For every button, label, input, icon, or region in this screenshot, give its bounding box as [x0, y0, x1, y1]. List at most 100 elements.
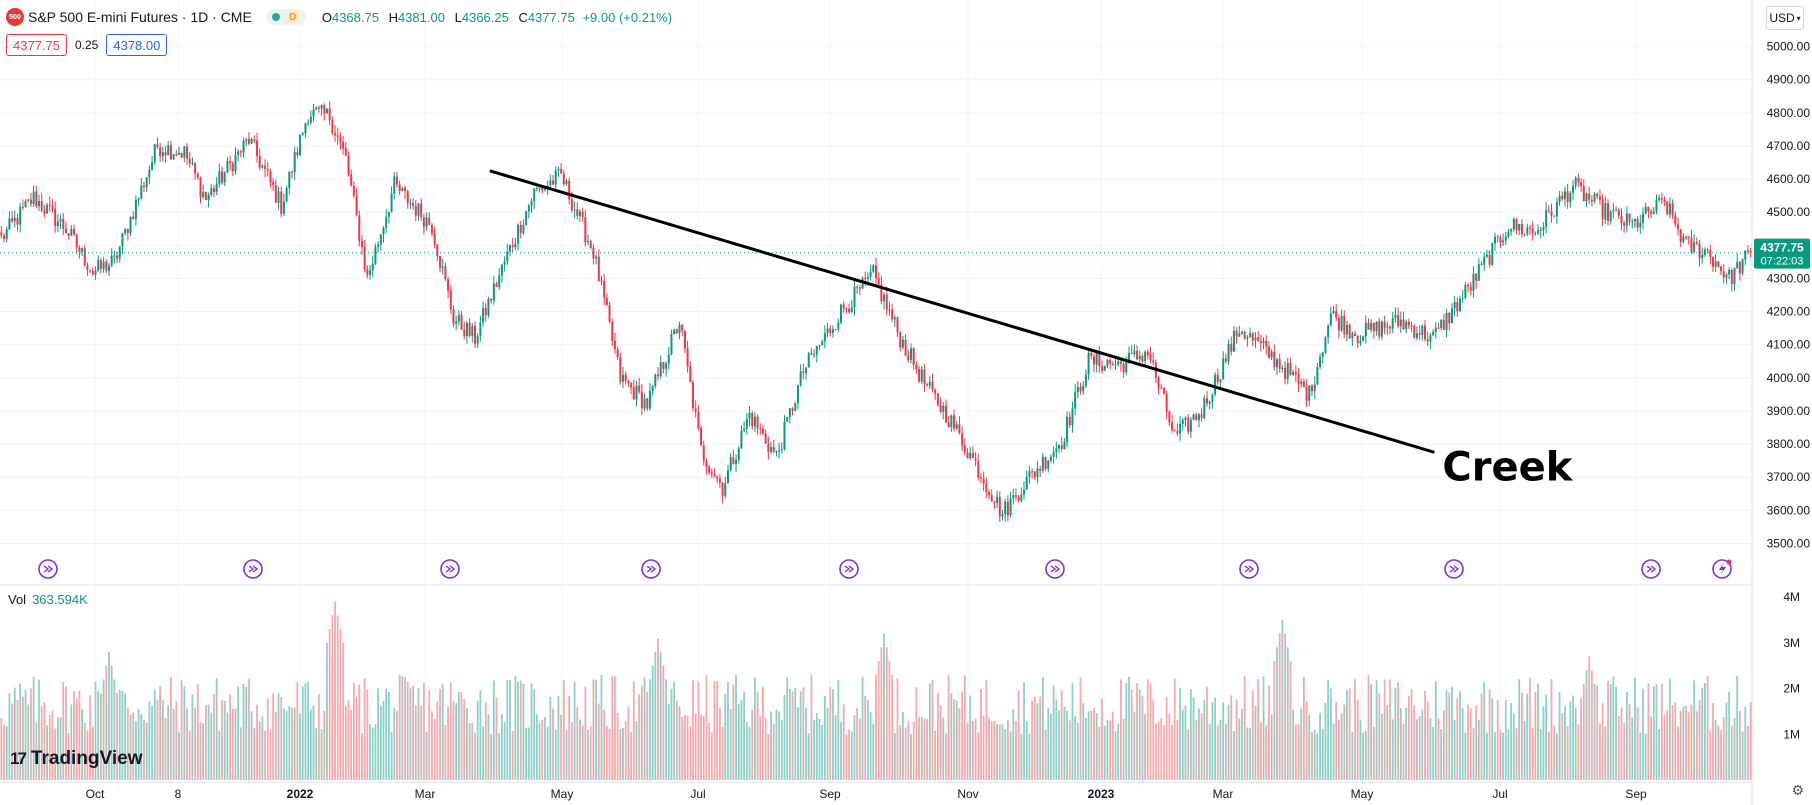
volume-bar [1098, 726, 1101, 780]
volume-bar [1362, 732, 1365, 780]
candle-body [495, 283, 498, 288]
candle-body [474, 325, 477, 344]
candle-body [498, 275, 501, 288]
tradingview-logo[interactable]: 17 TradingView [10, 748, 143, 770]
candle-body [91, 271, 94, 275]
candle-body [751, 412, 754, 427]
volume-bar [799, 691, 802, 780]
volume-bar [896, 678, 899, 780]
candle-body [1351, 333, 1354, 339]
volume-bar [893, 732, 896, 780]
volume-bar [552, 708, 554, 780]
candle-body [360, 241, 363, 248]
volume-bar [1023, 682, 1025, 780]
volume-bar [939, 705, 942, 780]
volume-bar [447, 706, 449, 780]
volume-bar [1550, 678, 1553, 780]
candle-body [597, 256, 600, 282]
candle-body [1160, 387, 1163, 389]
candle-body [1023, 489, 1026, 495]
volume-bar [1628, 704, 1631, 780]
candlestick-series [0, 101, 1752, 523]
volume-bar [675, 700, 678, 780]
economic-event-icon[interactable] [1641, 559, 1661, 579]
volume-bar [1076, 722, 1079, 780]
candle-body [880, 284, 883, 302]
currency-select[interactable]: USD ▾ [1766, 6, 1804, 30]
candle-body [1203, 398, 1206, 419]
volume-bar [1284, 633, 1286, 780]
candle-body [1076, 386, 1079, 393]
economic-events-row[interactable] [38, 559, 1661, 579]
candle-body [1273, 351, 1276, 367]
economic-event-icon[interactable] [440, 559, 460, 579]
candle-body [1593, 193, 1596, 202]
economic-event-icon[interactable] [38, 559, 58, 579]
volume-bar [13, 687, 16, 780]
volume-bar [511, 730, 514, 780]
candle-body [522, 224, 525, 234]
gear-icon[interactable]: ⚙ [1791, 782, 1804, 798]
economic-event-icon[interactable] [839, 559, 859, 579]
volume-bar [570, 722, 573, 780]
volume-bar [1200, 713, 1203, 780]
volume-bar [1609, 684, 1612, 780]
volume-bar [245, 686, 248, 780]
volume-bar [1216, 725, 1219, 780]
candle-body [1467, 284, 1470, 287]
volume-bar [1655, 683, 1658, 780]
volume-bar [102, 679, 105, 780]
volume-bar [1695, 711, 1698, 780]
symbol-title[interactable]: S&P 500 E-mini Futures · 1D · CME [28, 9, 252, 25]
symbol-logo[interactable]: 500 [6, 8, 24, 26]
low-value: 4366.25 [461, 9, 509, 25]
volume-bar [1039, 696, 1042, 780]
volume-bar [1429, 718, 1432, 780]
volume-bar [1176, 720, 1179, 780]
creek-annotation[interactable]: Creek [1442, 444, 1573, 490]
time-axis[interactable]: Oct 8 2022 Mar May Jul Sep Nov 2023 Mar May Jul Sep [0, 781, 1752, 801]
volume-legend[interactable]: Vol 363.594K [8, 592, 88, 607]
buy-button[interactable]: 4378.00 [106, 34, 168, 56]
sell-button[interactable]: 4377.75 [6, 34, 67, 56]
volume-bar [1399, 708, 1402, 780]
volume-bar [861, 676, 864, 780]
candle-body [29, 199, 32, 204]
candle-body [1461, 298, 1464, 300]
candle-body [242, 140, 245, 153]
candle-body [414, 205, 417, 216]
candle-body [452, 309, 455, 324]
economic-event-icon[interactable] [1045, 559, 1065, 579]
price-axis[interactable]: 5000.00 4900.00 4800.00 4700.00 4600.00 4500.… [1751, 0, 1810, 805]
volume-bar [1308, 714, 1311, 780]
candle-body [352, 185, 355, 196]
economic-event-icon[interactable] [1239, 559, 1259, 579]
volume-bar [635, 721, 638, 780]
candle-body [1477, 264, 1480, 281]
volume-bar [3, 725, 5, 780]
volume-bar [1744, 707, 1747, 780]
volume-bar [713, 680, 716, 780]
volume-axis[interactable]: 4M 3M 2M 1M [1783, 590, 1800, 741]
economic-event-icon[interactable] [1444, 559, 1464, 579]
candle-body [1066, 416, 1069, 442]
volume-bar [1152, 699, 1155, 780]
candle-body [632, 387, 635, 400]
candle-body [974, 457, 977, 461]
candle-body [24, 201, 27, 207]
market-status-pill[interactable]: D [265, 9, 306, 25]
volume-bar [210, 712, 213, 780]
volume-bar [379, 706, 382, 780]
candle-body [1394, 315, 1397, 319]
volume-bar [640, 685, 643, 780]
flash-icon[interactable] [1712, 559, 1732, 579]
volume-bar [129, 714, 132, 780]
creek-trendline[interactable] [489, 169, 1435, 454]
economic-event-icon[interactable] [641, 559, 661, 579]
candle-body [1738, 261, 1741, 274]
candle-body [463, 329, 466, 337]
candle-body [818, 345, 821, 347]
economic-event-icon[interactable] [243, 559, 263, 579]
